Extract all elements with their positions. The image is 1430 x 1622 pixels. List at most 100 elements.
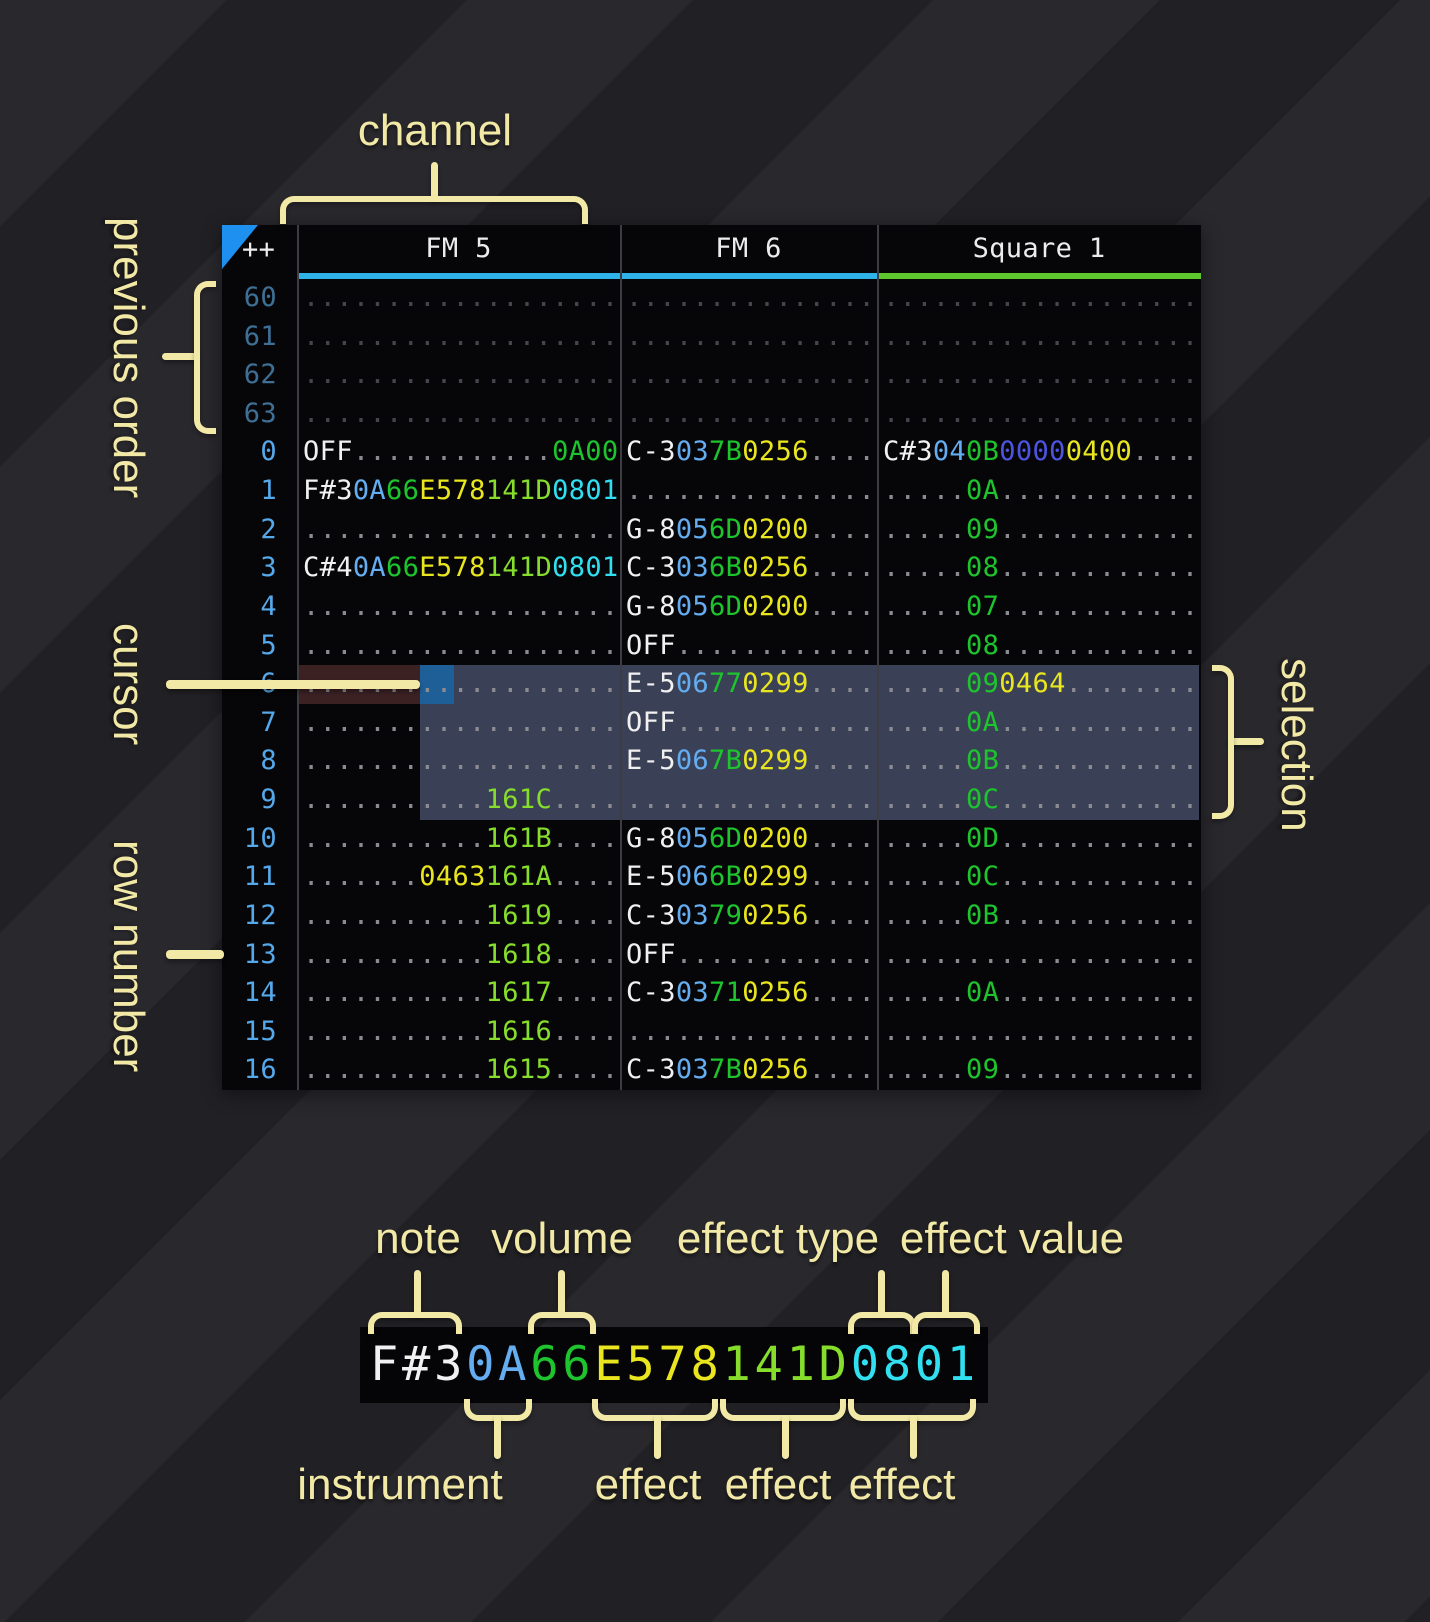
pattern-cell[interactable]: ............... (620, 472, 877, 511)
pattern-cell[interactable]: OFF............ (620, 936, 877, 975)
empty-dots: .... (808, 861, 876, 893)
cell-segment: 6D (709, 590, 743, 622)
pattern-cell[interactable]: ...........161B.... (297, 820, 620, 859)
pattern-cell[interactable]: E-5066B0299.... (620, 858, 877, 897)
cell-segment: 05 (675, 513, 710, 545)
cell-segment: 0400 (1065, 436, 1133, 468)
pattern-cell[interactable]: ............... (620, 781, 877, 820)
pattern-cell[interactable]: ................... (297, 627, 620, 666)
pattern-cell[interactable]: ................... (297, 279, 620, 318)
pattern-cell[interactable]: C-3037B0256.... (620, 433, 877, 472)
empty-dots: ............ (999, 899, 1199, 931)
row-number: 63 (243, 397, 277, 429)
pattern-cell[interactable]: .......0463161A.... (297, 858, 620, 897)
pattern-cell[interactable]: OFF............ (620, 627, 877, 666)
empty-dots: ........... (303, 1015, 486, 1047)
pattern-cell[interactable]: ................... (297, 318, 620, 357)
cell-segment: 6D (709, 513, 743, 545)
legend-cell-segment: E578 (594, 1337, 723, 1392)
pattern-cell[interactable]: ...........1615.... (297, 1051, 620, 1090)
cell-segment: 03 (675, 1054, 710, 1086)
pattern-cell[interactable]: C-303790256.... (620, 897, 877, 936)
pattern-cell[interactable]: ................... (877, 936, 1201, 975)
empty-dots: ............ (999, 629, 1199, 661)
pattern-cell[interactable]: .....09............ (877, 1051, 1201, 1090)
pattern-cell[interactable]: .....0A............ (877, 974, 1201, 1013)
pattern-cell[interactable]: ...........1616.... (297, 1013, 620, 1052)
order-corner[interactable]: ++ (222, 225, 297, 273)
pattern-cell[interactable]: ................... (297, 511, 620, 550)
pattern-cell[interactable]: .....0D............ (877, 820, 1201, 859)
empty-dots: ............... (626, 1015, 876, 1047)
pattern-cell[interactable]: C-3036B0256.... (620, 549, 877, 588)
cell-segment: 7B (709, 436, 743, 468)
pattern-cell[interactable]: .....09............ (877, 511, 1201, 550)
pattern-cell[interactable]: E-5067B0299.... (620, 742, 877, 781)
row-number: 62 (243, 359, 277, 391)
pattern-cell[interactable]: ................... (297, 588, 620, 627)
cell-segment: 0463 (419, 861, 486, 893)
pattern-cell[interactable]: C#40A66E578141D0801 (297, 549, 620, 588)
pattern-cell[interactable]: ................... (297, 356, 620, 395)
legend-note-stem (414, 1270, 421, 1316)
selection-highlight (453, 665, 1199, 704)
pattern-cell[interactable]: F#30A66E578141D0801 (297, 472, 620, 511)
pattern-cell[interactable]: G-8056D0200.... (620, 820, 877, 859)
legend-effect-value-label: effect value (899, 1214, 1125, 1263)
pattern-cell[interactable]: .....0C............ (877, 781, 1201, 820)
pattern-cell[interactable]: ................... (877, 395, 1201, 434)
pattern-cell[interactable]: OFF............0A00 (297, 433, 620, 472)
row-number: 60 (243, 282, 277, 313)
legend-cell-segment: 66 (530, 1337, 595, 1392)
pattern-cell[interactable]: ............... (620, 356, 877, 395)
cell-segment: 0299 (742, 668, 809, 700)
cell-segment: 0A (352, 552, 387, 584)
row-number: 16 (243, 1054, 277, 1086)
pattern-cell[interactable]: ............... (620, 279, 877, 318)
cell-segment: G-8 (626, 513, 676, 545)
pattern-cell[interactable]: ...........1617.... (297, 974, 620, 1013)
pattern-cell[interactable]: .....08............ (877, 549, 1201, 588)
pattern-cell[interactable]: C-3037B0256.... (620, 1051, 877, 1090)
pattern-cell[interactable]: ...........161C.... (297, 781, 620, 820)
channel-header[interactable]: FM 6 (715, 233, 782, 264)
pattern-cell[interactable]: ................... (877, 1013, 1201, 1052)
pattern-cell[interactable]: C-303710256.... (620, 974, 877, 1013)
pattern-cell[interactable]: ................... (297, 742, 620, 781)
pattern-cell[interactable]: ...........1619.... (297, 897, 620, 936)
pattern-cell[interactable]: C#3040B00000400.... (877, 433, 1201, 472)
pattern-cell[interactable]: .....0B............ (877, 897, 1201, 936)
pattern-cell[interactable]: E-506770299.... (620, 665, 877, 704)
cell-segment: C-3 (626, 977, 676, 1009)
pattern-cell[interactable]: ................... (297, 704, 620, 743)
row-number: 4 (260, 590, 277, 622)
pattern-cell[interactable]: .....0C............ (877, 858, 1201, 897)
pattern-cell[interactable]: ................... (877, 356, 1201, 395)
pattern-cell[interactable]: ............... (620, 1013, 877, 1052)
pattern-cell[interactable]: .....0B............ (877, 742, 1201, 781)
pattern-cell[interactable]: G-8056D0200.... (620, 511, 877, 550)
channel-header[interactable]: Square 1 (972, 233, 1106, 264)
channel-header[interactable]: FM 5 (425, 233, 492, 264)
pattern-cell[interactable]: .....0A............ (877, 472, 1201, 511)
pattern-row: 13 ...........1618.... OFF................… (222, 936, 1201, 975)
pattern-cell[interactable]: ................... (877, 318, 1201, 357)
empty-dots: .... (808, 745, 876, 777)
pattern-cell[interactable]: .....090464........ (877, 665, 1201, 704)
pattern-cell[interactable]: .....08............ (877, 627, 1201, 666)
pattern-cell[interactable]: ............... (620, 395, 877, 434)
pattern-cell[interactable]: ................... (297, 395, 620, 434)
cell-segment: 0801 (552, 475, 619, 507)
pattern-cell[interactable]: .....07............ (877, 588, 1201, 627)
pattern-cell[interactable]: G-8056D0200.... (620, 588, 877, 627)
pattern-cell[interactable]: ...........1618.... (297, 936, 620, 975)
cell-segment: E-5 (626, 861, 676, 893)
empty-dots: .... (808, 590, 876, 622)
pattern-cell[interactable]: OFF............ (620, 704, 877, 743)
row-number: 7 (260, 706, 277, 738)
pattern-cell[interactable]: ............... (620, 318, 877, 357)
pattern-row: 63......................................… (222, 395, 1201, 434)
pattern-cell[interactable]: ................... (877, 279, 1201, 318)
cell-segment: E578 (419, 475, 486, 507)
pattern-cell[interactable]: .....0A............ (877, 704, 1201, 743)
